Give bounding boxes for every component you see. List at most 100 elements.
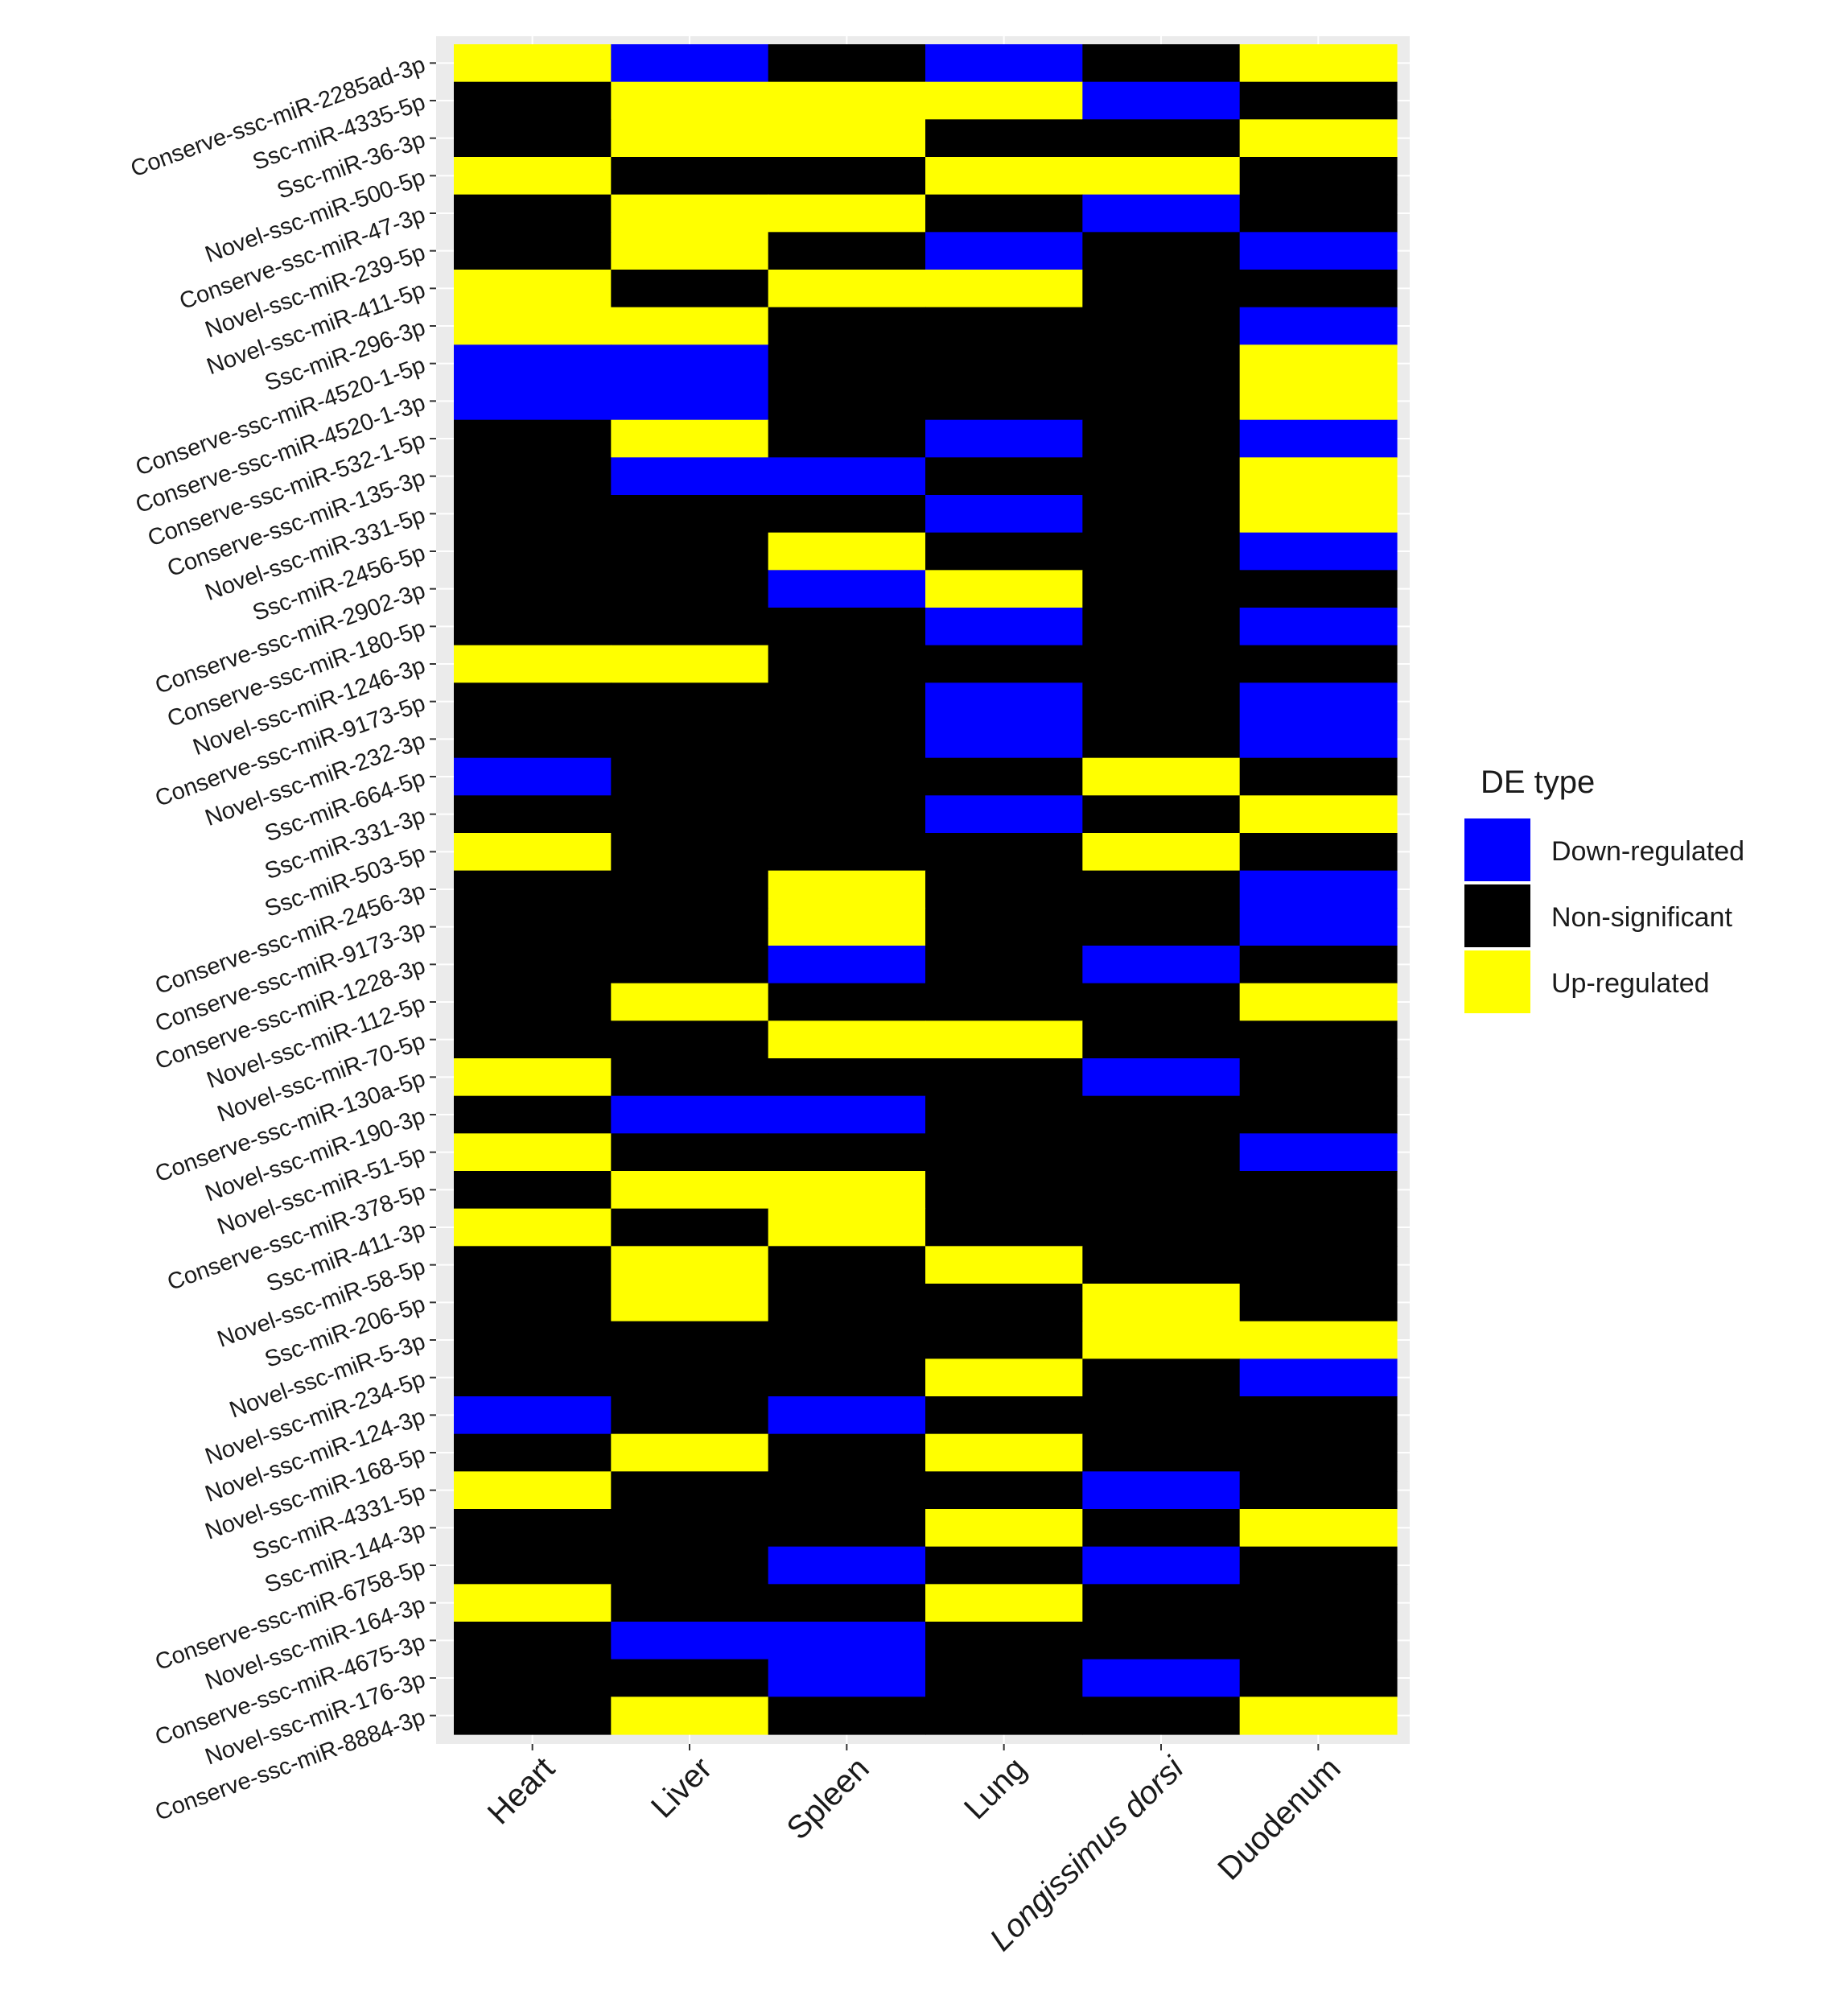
x-tick-label: Heart <box>481 1750 562 1831</box>
heatmap-cell <box>768 495 926 534</box>
heatmap-cell <box>454 1095 612 1134</box>
heatmap-cell <box>611 1358 769 1397</box>
heatmap-cell <box>768 1058 926 1097</box>
heatmap-cell <box>768 1095 926 1134</box>
legend-label: Up-regulated <box>1551 968 1710 999</box>
heatmap-cell <box>925 1171 1083 1210</box>
heatmap-cell <box>611 1584 769 1622</box>
heatmap-cell <box>925 1659 1083 1697</box>
heatmap-cell <box>768 1321 926 1359</box>
heatmap-cell <box>454 1171 612 1210</box>
heatmap-cell <box>768 682 926 721</box>
heatmap-cell <box>1082 194 1241 233</box>
heatmap-cell <box>768 946 926 984</box>
heatmap-cell <box>1082 1696 1241 1735</box>
heatmap-cell <box>454 194 612 233</box>
heatmap-cell <box>1239 833 1398 872</box>
heatmap-cell <box>768 419 926 458</box>
heatmap-cell <box>1239 1284 1398 1322</box>
heatmap-cell <box>611 983 769 1021</box>
heatmap-cell <box>454 1622 612 1660</box>
heatmap-cell <box>925 232 1083 270</box>
heatmap-cell <box>768 1171 926 1210</box>
heatmap-cell <box>1082 983 1241 1021</box>
heatmap-cell <box>925 757 1083 796</box>
heatmap-cell <box>611 495 769 534</box>
heatmap-cell <box>925 157 1083 196</box>
heatmap-cell <box>1082 81 1241 120</box>
heatmap-cell <box>925 720 1083 759</box>
heatmap-cell <box>1082 270 1241 308</box>
heatmap-cell <box>454 307 612 345</box>
heatmap-cell <box>454 757 612 796</box>
heatmap-cell <box>1082 1095 1241 1134</box>
heatmap-cell <box>768 1396 926 1435</box>
heatmap-cell <box>1082 495 1241 534</box>
heatmap-cell <box>454 645 612 683</box>
heatmap-cell <box>611 757 769 796</box>
heatmap-cell <box>611 232 769 270</box>
heatmap-cell <box>1082 720 1241 759</box>
heatmap-cell <box>1239 1659 1398 1697</box>
y-axis-labels: Conserve-ssc-miR-2285ad-3pSsc-miR-4335-5… <box>127 52 428 1826</box>
heatmap-cell <box>925 81 1083 120</box>
heatmap-cell <box>454 1471 612 1510</box>
heatmap-cell <box>1082 232 1241 270</box>
heatmap-cell <box>454 1358 612 1397</box>
heatmap-cell <box>925 1509 1083 1548</box>
heatmap-cell <box>1239 1020 1398 1059</box>
heatmap-cell <box>1082 1546 1241 1585</box>
heatmap-cell <box>768 532 926 571</box>
heatmap-cell <box>611 419 769 458</box>
heatmap-cell <box>1239 157 1398 196</box>
heatmap-cell <box>1239 1584 1398 1622</box>
heatmap-cell <box>925 1358 1083 1397</box>
heatmap-cell <box>1239 419 1398 458</box>
x-tick-label: Duodenum <box>1211 1750 1347 1886</box>
heatmap-cell <box>454 1509 612 1548</box>
heatmap-cell <box>925 1284 1083 1322</box>
heatmap-cell <box>1082 1396 1241 1435</box>
heatmap-cell <box>1082 307 1241 345</box>
heatmap-cell <box>768 983 926 1021</box>
heatmap-cell <box>454 833 612 872</box>
heatmap-cell <box>925 44 1083 83</box>
heatmap-cell <box>1082 1509 1241 1548</box>
heatmap-cell <box>1239 1171 1398 1210</box>
heatmap-cell <box>1082 1284 1241 1322</box>
heatmap-cell <box>454 1284 612 1322</box>
heatmap-cell <box>768 1584 926 1622</box>
heatmap-cell <box>1082 1133 1241 1172</box>
heatmap-cell <box>611 1546 769 1585</box>
heatmap-cell <box>1239 645 1398 683</box>
heatmap-cell <box>1239 720 1398 759</box>
heatmap-cell <box>768 833 926 872</box>
heatmap-cell <box>1082 570 1241 608</box>
y-axis-ticks <box>430 62 436 1717</box>
heatmap-cell <box>768 908 926 946</box>
heatmap-cell <box>1239 1696 1398 1735</box>
heatmap-cell <box>611 795 769 834</box>
heatmap-cell <box>768 570 926 608</box>
heatmap-cell <box>611 1659 769 1697</box>
heatmap-cell <box>925 194 1083 233</box>
heatmap-cell <box>1239 532 1398 571</box>
heatmap-cell <box>768 870 926 909</box>
heatmap-cell <box>1082 1584 1241 1622</box>
heatmap-cell <box>454 1546 612 1585</box>
heatmap-cell <box>1239 1471 1398 1510</box>
heatmap-cell <box>768 1622 926 1660</box>
heatmap-cell <box>1239 1095 1398 1134</box>
heatmap-cell <box>611 1133 769 1172</box>
heatmap-cell <box>1239 870 1398 909</box>
legend-swatch-up-regulated <box>1464 950 1530 1013</box>
heatmap-cell <box>454 1133 612 1172</box>
heatmap-cell <box>454 270 612 308</box>
heatmap-cell <box>768 457 926 496</box>
heatmap-cell <box>768 307 926 345</box>
heatmap-cell <box>1082 1321 1241 1359</box>
heatmap-cell <box>768 608 926 646</box>
heatmap-cell <box>925 1095 1083 1134</box>
heatmap-cell <box>1082 344 1241 383</box>
heatmap-cell <box>1239 795 1398 834</box>
